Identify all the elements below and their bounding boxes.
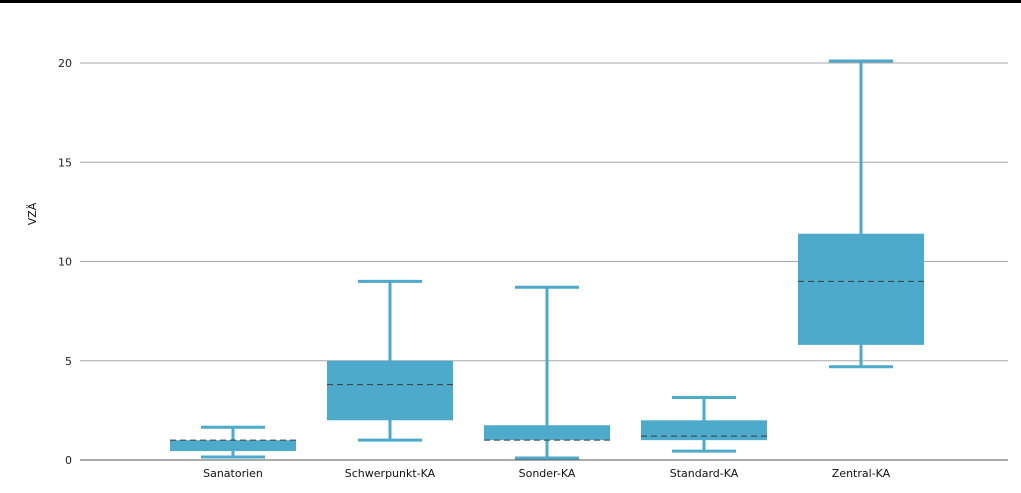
box-iqr — [641, 420, 767, 441]
x-category-label: Zentral-KA — [832, 467, 891, 480]
y-tick-label: 10 — [58, 256, 72, 269]
x-category-label: Sonder-KA — [519, 467, 576, 480]
x-category-label: Schwerpunkt-KA — [345, 467, 436, 480]
box-iqr — [170, 440, 296, 452]
y-axis-label: VZÄ — [26, 202, 39, 225]
y-axis-ticks: 0 5 10 15 20 — [58, 57, 72, 467]
boxes — [170, 59, 924, 460]
x-category-label: Standard-KA — [670, 467, 739, 480]
x-axis-category-labels: Sanatorien Schwerpunkt-KA Sonder-KA Standar… — [203, 467, 891, 480]
top-border-rule — [0, 0, 1021, 3]
box-standard-ka — [641, 395, 767, 453]
y-tick-label: 15 — [58, 156, 72, 169]
box-zentral-ka — [798, 59, 924, 369]
box-iqr — [327, 360, 453, 421]
y-tick-label: 0 — [65, 454, 72, 467]
box-iqr — [484, 425, 610, 441]
x-category-label: Sanatorien — [203, 467, 263, 480]
y-tick-label: 20 — [58, 57, 72, 70]
box-schwerpunkt-ka — [327, 279, 453, 442]
box-sanatorien — [170, 425, 296, 459]
box-iqr — [798, 233, 924, 345]
box-sonder-ka — [484, 285, 610, 460]
y-tick-label: 5 — [65, 355, 72, 368]
